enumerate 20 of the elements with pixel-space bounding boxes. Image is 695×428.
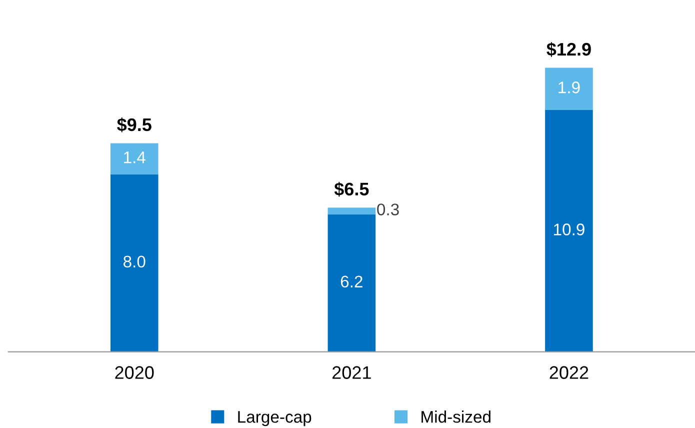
bar xyxy=(545,110,593,352)
x-tick-label: 2020 xyxy=(115,366,154,379)
data-label: 0.3 xyxy=(377,204,399,216)
bar xyxy=(110,174,158,352)
bar xyxy=(328,208,376,214)
data-label: 1.4 xyxy=(124,152,146,164)
bar xyxy=(110,143,158,174)
data-label: 10.9 xyxy=(554,224,584,236)
bar xyxy=(545,68,593,110)
x-tick-label: 2022 xyxy=(550,366,588,379)
bar xyxy=(328,214,376,352)
total-label: $6.5 xyxy=(334,182,369,197)
data-label: 6.2 xyxy=(340,276,362,288)
legend-label: Mid-sized xyxy=(422,410,490,423)
total-label: $12.9 xyxy=(546,42,591,57)
data-label: 1.9 xyxy=(558,82,580,94)
legend-label: Large-cap xyxy=(238,411,312,426)
x-tick-label: 2021 xyxy=(332,366,371,379)
data-label: 8.0 xyxy=(124,256,146,268)
total-label: $9.5 xyxy=(117,118,152,132)
